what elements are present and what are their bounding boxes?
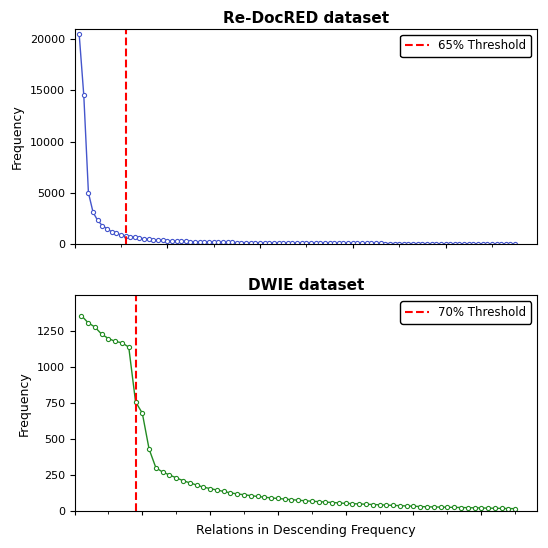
Y-axis label: Frequency: Frequency (11, 104, 24, 169)
Title: DWIE dataset: DWIE dataset (248, 278, 364, 293)
Legend: 65% Threshold: 65% Threshold (401, 35, 531, 57)
X-axis label: Relations in Descending Frequency: Relations in Descending Frequency (196, 524, 415, 537)
Y-axis label: Frequency: Frequency (18, 371, 31, 436)
Legend: 70% Threshold: 70% Threshold (401, 301, 531, 324)
Title: Re-DocRED dataset: Re-DocRED dataset (222, 11, 389, 26)
